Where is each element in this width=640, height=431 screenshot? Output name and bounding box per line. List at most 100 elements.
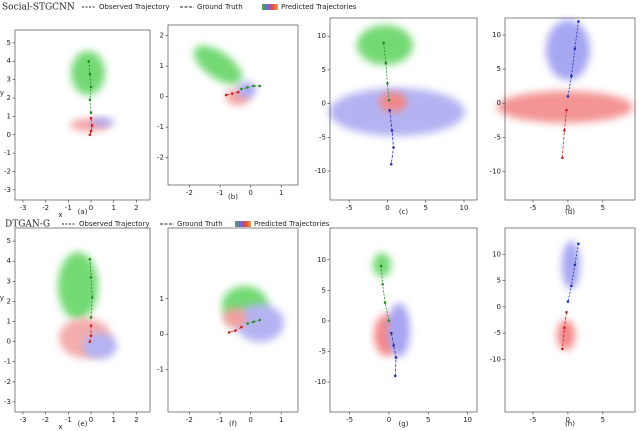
y-tick-label: 5 — [322, 286, 326, 294]
trajectory-point — [88, 340, 92, 343]
y-tick-label: -5 — [494, 133, 501, 141]
x-axis-label: x — [58, 211, 62, 219]
y-tick-label: -5 — [494, 329, 501, 337]
trajectory-point — [87, 59, 91, 63]
y-tick-label: -10 — [490, 167, 501, 175]
x-tick-label: -3 — [19, 204, 26, 212]
trajectory-point — [394, 356, 398, 359]
x-tick-label: 2 — [134, 416, 138, 424]
y-tick-label: 3 — [7, 277, 11, 285]
y-tick-label: 10 — [317, 256, 326, 264]
trajectory-point — [561, 347, 564, 351]
y-tick-label: -2 — [4, 378, 11, 386]
trajectory-point — [565, 310, 568, 314]
trajectory-line — [89, 259, 93, 318]
trajectory-point — [563, 326, 566, 330]
x-tick-label: 1 — [279, 189, 283, 197]
model-name: Social-STGCNN — [2, 3, 75, 13]
x-tick-label: 2 — [134, 204, 138, 212]
legend-predicted: Predicted Trajectories — [281, 3, 357, 11]
trajectory-point — [88, 72, 92, 76]
x-tick-label: -5 — [529, 416, 536, 424]
legend-ground-truth: Ground Truth — [197, 3, 243, 11]
legend-predicted: Predicted Trajectories — [254, 220, 330, 228]
x-tick-label: 10 — [463, 416, 472, 424]
y-tick-label: -3 — [4, 186, 11, 194]
trajectory-point — [381, 282, 384, 286]
x-tick-label: -1 — [65, 204, 72, 212]
panel-caption: (f) — [229, 420, 237, 428]
x-tick-label: 0 — [248, 189, 252, 197]
trajectory-point — [252, 84, 255, 88]
trajectory-line — [383, 42, 390, 101]
trajectory-point — [388, 109, 392, 112]
x-tick-label: -5 — [346, 416, 353, 424]
x-tick-label: -3 — [19, 416, 26, 424]
x-tick-label: 5 — [423, 204, 427, 212]
trajectory-point — [392, 344, 395, 347]
x-tick-label: 0 — [89, 416, 93, 424]
axes-frame — [167, 227, 299, 413]
density — [562, 241, 580, 289]
axes-frame — [329, 227, 478, 413]
y-tick-label: 4 — [7, 57, 12, 65]
trajectory-point — [89, 116, 93, 120]
trajectory-line — [89, 118, 93, 135]
x-tick-label: 0 — [248, 416, 252, 424]
density — [388, 303, 410, 357]
x-tick-label: 0 — [566, 416, 570, 424]
density — [379, 92, 407, 112]
trajectory-point — [89, 85, 93, 89]
y-tick-label: 0 — [7, 338, 11, 346]
trajectory-point — [561, 156, 564, 160]
y-tick-label: 1 — [160, 62, 164, 70]
y-tick-label: 2 — [7, 94, 11, 102]
panel-caption: (a) — [78, 208, 88, 216]
density — [357, 25, 413, 65]
x-axis-label: x — [58, 423, 62, 431]
x-tick-label: -2 — [186, 189, 193, 197]
y-tick-label: 2 — [7, 297, 11, 305]
x-tick-label: 10 — [460, 204, 469, 212]
trajectory-line — [389, 110, 394, 165]
x-tick-label: 0 — [385, 204, 389, 212]
trajectory-point — [89, 275, 93, 279]
x-tick-label: 5 — [601, 204, 605, 212]
trajectory-point — [88, 133, 92, 137]
legend-predicted-swatch — [235, 221, 251, 227]
trajectory-point — [570, 74, 573, 78]
y-tick-label: -5 — [319, 347, 326, 355]
x-tick-label: 1 — [111, 204, 115, 212]
trajectory-point — [89, 316, 93, 319]
trajectory-point — [566, 95, 570, 98]
model-name: DTGAN-G — [5, 220, 50, 230]
trajectory-point — [384, 61, 388, 65]
panel-caption: (b) — [228, 193, 238, 201]
trajectory-point — [227, 331, 231, 334]
axes-frame — [504, 227, 636, 413]
y-tick-label: 1 — [7, 112, 11, 120]
trajectory-line — [567, 243, 579, 302]
x-tick-label: -1 — [217, 416, 224, 424]
trajectory-point — [246, 322, 249, 325]
trajectory-point — [224, 93, 228, 97]
y-tick-label: 3 — [7, 76, 11, 84]
y-tick-label: 5 — [7, 237, 11, 245]
densities — [58, 20, 633, 359]
trajectory-point — [577, 20, 580, 23]
y-axis-label: y — [0, 294, 4, 302]
x-tick-label: -1 — [65, 416, 72, 424]
legend-ground-truth: Ground Truth — [177, 220, 223, 228]
density — [546, 20, 590, 80]
y-tick-label: 0 — [322, 100, 326, 108]
y-tick-label: -2 — [157, 154, 164, 162]
y-tick-label: 0 — [497, 99, 501, 107]
axes-frame — [167, 24, 299, 186]
y-tick-label: 10 — [492, 31, 501, 39]
axes-frame — [504, 17, 636, 201]
density — [193, 45, 243, 85]
trajectory-point — [89, 324, 93, 327]
trajectory-point — [387, 98, 391, 102]
y-tick-label: 1 — [7, 318, 11, 326]
y-tick-label: 5 — [322, 66, 326, 74]
